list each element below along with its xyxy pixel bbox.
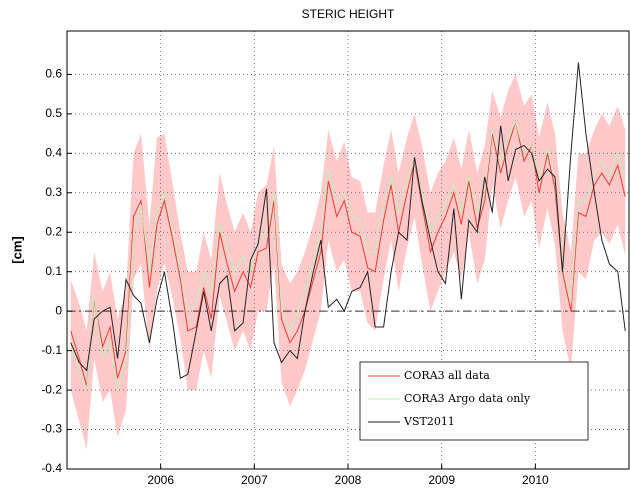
legend-label: CORA3 all data	[404, 369, 490, 382]
y-tick-label: -0.3	[41, 422, 62, 436]
x-tick-label: 2009	[428, 473, 455, 487]
series-line	[70, 120, 626, 391]
y-tick-label: 0.2	[45, 224, 62, 238]
x-tick-label: 2006	[147, 473, 174, 487]
legend-label: CORA3 Argo data only	[404, 392, 531, 405]
y-tick-label: -0.1	[41, 343, 62, 357]
series-line	[70, 62, 626, 380]
y-tick-label: 0.4	[45, 145, 62, 159]
x-tick-label: 2008	[335, 473, 362, 487]
legend-box	[359, 361, 589, 441]
chart-title: STERIC HEIGHT	[302, 7, 395, 21]
x-tick-label: 2007	[241, 473, 268, 487]
legend-label: VST2011	[403, 415, 455, 428]
band	[70, 74, 626, 450]
y-tick-label: -0.4	[41, 461, 62, 475]
y-axis-label: [cm]	[9, 236, 24, 263]
y-tick-label: 0.3	[45, 185, 62, 199]
y-tick-label: 0.6	[45, 67, 62, 81]
y-tick-label: 0.5	[45, 106, 62, 120]
y-tick-label: 0	[55, 303, 62, 317]
y-tick-label: -0.2	[41, 382, 62, 396]
x-tick-label: 2010	[522, 473, 549, 487]
y-tick-label: 0.1	[45, 264, 62, 278]
